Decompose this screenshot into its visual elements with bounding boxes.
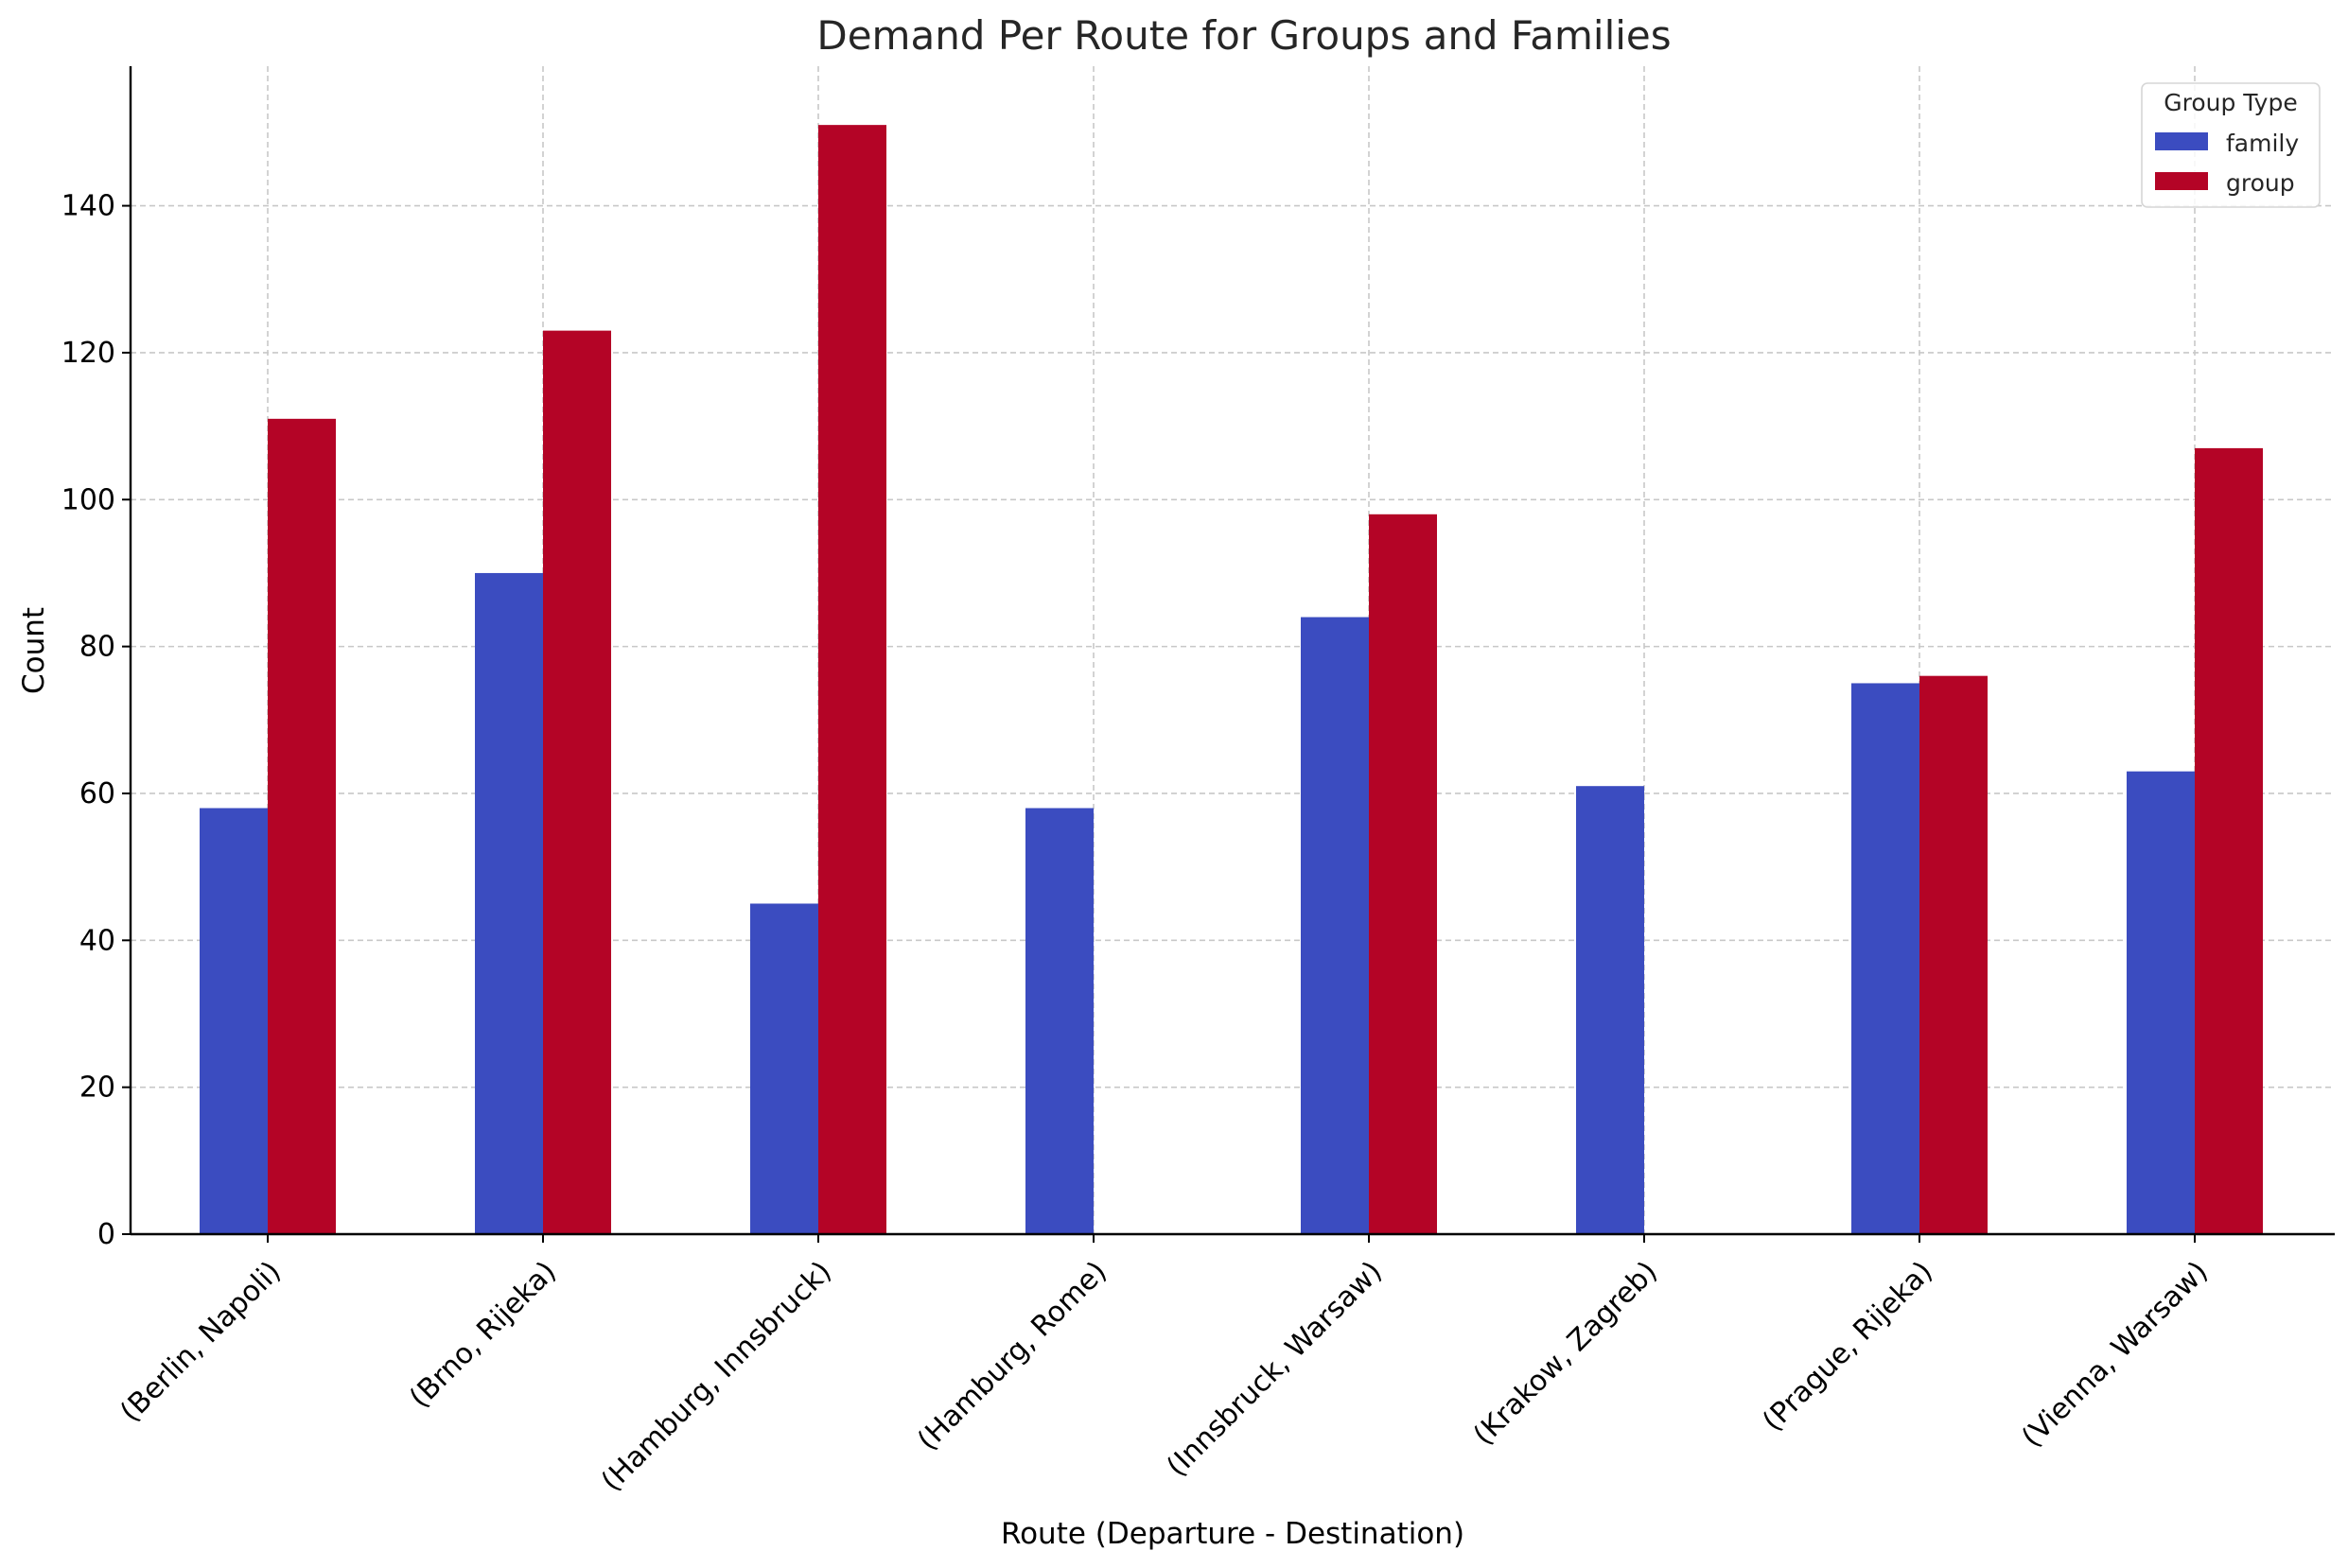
x-axis-ticks: (Berlin, Napoli) (Brno, Rijeka) (Hamburg, … <box>114 1234 2215 1498</box>
x-tick-label: (Innsbruck, Warsaw) <box>1161 1255 1389 1483</box>
x-tick-label: (Berlin, Napoli) <box>114 1255 287 1428</box>
y-axis-ticks: 0 20 40 60 80 100 120 140 <box>61 190 131 1251</box>
bar-group-7 <box>2195 447 2263 1234</box>
y-tick-label: 100 <box>61 483 115 516</box>
x-tick-label: (Prague, Rijeka) <box>1757 1255 1939 1437</box>
x-tick-label: (Krakow, Zagreb) <box>1467 1255 1664 1452</box>
bar-family-1 <box>475 572 543 1234</box>
y-axis-title: Count <box>17 607 51 694</box>
x-axis-title: Route (Departure - Destination) <box>1001 1517 1464 1551</box>
bar-family-7 <box>2127 771 2195 1234</box>
x-tick-label: (Vienna, Warsaw) <box>2016 1255 2215 1454</box>
bar-family-2 <box>750 903 818 1234</box>
y-tick-label: 140 <box>61 190 115 223</box>
x-tick-label: (Hamburg, Innsbruck) <box>595 1255 838 1498</box>
bar-group-1 <box>543 330 611 1234</box>
bar-family-3 <box>1025 808 1094 1234</box>
bar-group-0 <box>268 418 336 1234</box>
bar-family-0 <box>200 808 268 1234</box>
x-tick-label: (Brno, Rijeka) <box>403 1255 563 1415</box>
legend-swatch-family <box>2155 132 2208 150</box>
bar-group-2 <box>818 125 886 1234</box>
legend: Group Type family group <box>2141 82 2321 208</box>
y-tick-label: 80 <box>79 631 115 664</box>
gridlines <box>131 66 2335 1234</box>
bar-group-6 <box>1919 675 1988 1234</box>
bar-family-5 <box>1576 786 1644 1234</box>
chart-title: Demand Per Route for Groups and Families <box>816 12 1671 59</box>
legend-label-group: group <box>2226 169 2295 197</box>
bar-group-4 <box>1369 514 1437 1234</box>
y-tick-label: 0 <box>97 1218 115 1251</box>
y-tick-label: 20 <box>79 1071 115 1105</box>
bar-family-4 <box>1301 617 1369 1234</box>
legend-swatch-group <box>2155 172 2208 190</box>
bar-family-6 <box>1851 683 1919 1234</box>
y-tick-label: 40 <box>79 924 115 957</box>
y-tick-label: 60 <box>79 777 115 810</box>
bars <box>200 125 2263 1234</box>
legend-title: Group Type <box>2164 89 2297 116</box>
x-tick-label: (Hamburg, Rome) <box>911 1255 1113 1457</box>
y-tick-label: 120 <box>61 337 115 370</box>
legend-label-family: family <box>2226 130 2299 157</box>
